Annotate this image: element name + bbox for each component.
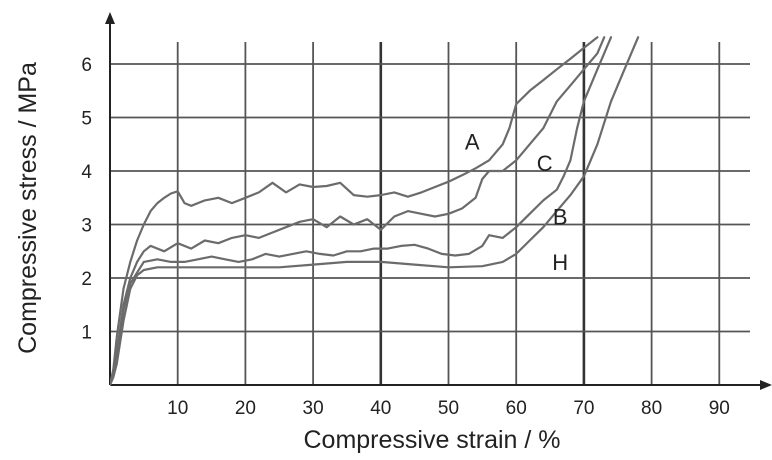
y-tick-label: 3 bbox=[81, 216, 92, 237]
series-labels: A C BH bbox=[465, 130, 568, 275]
y-tick-label: 5 bbox=[81, 109, 92, 130]
x-tick-label: 60 bbox=[506, 398, 527, 419]
x-tick-label: 10 bbox=[167, 398, 188, 419]
x-tick-label: 90 bbox=[709, 398, 730, 419]
y-tick-label: 4 bbox=[81, 162, 92, 183]
series-label-C: C bbox=[537, 151, 553, 176]
grid-lines bbox=[110, 42, 750, 385]
x-tick-labels: 10 20 30 40 50 60 70 80 90 bbox=[167, 398, 730, 419]
y-axis-title: Compressive stress / MPa bbox=[14, 62, 42, 354]
x-axis-arrow-icon bbox=[760, 380, 772, 390]
x-tick-label: 20 bbox=[235, 398, 256, 419]
y-tick-label: 2 bbox=[81, 269, 92, 290]
x-tick-label: 80 bbox=[641, 398, 662, 419]
x-tick-label: 40 bbox=[370, 398, 391, 419]
series-line-A bbox=[110, 36, 599, 386]
x-axis-title: Compressive strain / % bbox=[303, 426, 560, 454]
series-line-C bbox=[110, 36, 606, 386]
series-line-B bbox=[110, 36, 613, 386]
y-tick-labels: 1 2 3 4 5 6 bbox=[81, 55, 92, 344]
series-line-H bbox=[110, 36, 640, 386]
axes bbox=[105, 12, 772, 390]
series-label-A: A bbox=[465, 130, 480, 155]
y-axis-arrow-icon bbox=[105, 12, 115, 24]
series-label-H: H bbox=[552, 250, 568, 275]
series-lines bbox=[110, 36, 640, 386]
x-tick-label: 30 bbox=[303, 398, 324, 419]
x-tick-label: 50 bbox=[438, 398, 459, 419]
y-tick-label: 1 bbox=[81, 323, 92, 344]
x-tick-label: 70 bbox=[573, 398, 594, 419]
y-tick-label: 6 bbox=[81, 55, 92, 76]
series-label-B: B bbox=[553, 204, 568, 229]
